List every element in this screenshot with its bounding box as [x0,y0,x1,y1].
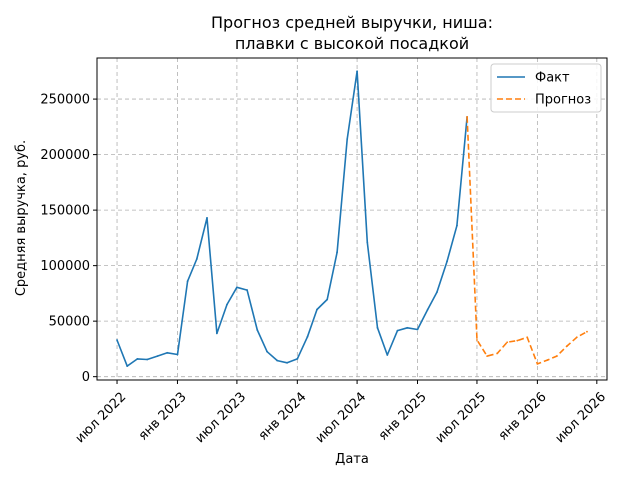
data-point [266,350,269,353]
y-tick-label: 50000 [49,315,90,330]
data-point [546,359,549,361]
x-tick-label: июл 2022 [73,390,130,447]
data-point [186,280,189,283]
data-point [366,241,369,244]
data-point [526,336,529,339]
data-point [326,298,329,301]
series-layer [116,70,588,368]
series-line-1 [466,116,588,365]
data-point [376,326,379,329]
data-point [166,351,169,354]
data-point [426,308,429,311]
x-axis-label: Дата [335,452,369,467]
y-tick-label: 150000 [40,204,90,219]
y-tick-label: 250000 [40,93,90,108]
data-point [555,355,558,358]
data-point [435,291,438,294]
data-point [235,286,238,289]
legend-entry: Прогноз [535,93,591,108]
data-point [586,330,588,333]
data-point [306,335,309,338]
data-point [536,363,539,365]
x-tick-label: янв 2025 [376,390,430,444]
data-point [496,352,499,355]
y-tick-label: 100000 [40,259,90,274]
data-point [256,329,259,331]
data-point [516,339,519,342]
data-point [156,355,159,358]
data-point [416,328,419,331]
chart-title-line-2: плавки с высокой посадкой [235,34,469,53]
data-point [466,115,469,118]
series-line-0 [116,70,468,367]
data-point [456,224,458,227]
data-point [506,341,509,344]
data-point [195,258,198,260]
x-tick-label: июл 2026 [553,390,610,447]
data-point [176,353,179,356]
x-tick-label: июл 2025 [433,390,490,447]
y-tick-label: 0 [82,370,90,385]
data-point [296,358,299,360]
chart-title-line-1: Прогноз средней выручки, ниша: [211,13,493,32]
data-point [136,358,139,360]
data-point [476,339,478,341]
data-point [406,326,409,329]
data-point [286,361,289,364]
data-point [246,289,248,291]
data-point [276,359,279,362]
data-point [126,365,129,368]
data-point [226,303,228,306]
legend-box [490,63,602,113]
x-tick-label: янв 2023 [136,390,190,444]
data-point [566,345,568,348]
data-point [206,216,208,219]
data-point [356,70,358,73]
y-tick-label: 200000 [40,148,90,163]
data-point [446,260,448,263]
legend-entry: Факт [535,71,570,86]
data-point [486,355,489,358]
data-point [386,354,389,356]
plot-frame [96,57,608,381]
data-point [346,138,349,140]
x-tick-label: янв 2026 [496,390,550,444]
data-point [146,358,149,361]
data-point [575,336,578,339]
y-axis-label: Средняя выручка, руб. [14,140,29,296]
data-point [396,329,399,332]
data-point [316,308,318,311]
x-tick-label: июл 2024 [313,390,370,447]
x-tick-label: янв 2024 [256,390,310,444]
legend: Факт Прогноз [490,63,602,113]
x-tick-label: июл 2023 [193,390,250,447]
data-point [116,339,118,341]
data-point [336,251,338,254]
data-point [215,332,218,335]
